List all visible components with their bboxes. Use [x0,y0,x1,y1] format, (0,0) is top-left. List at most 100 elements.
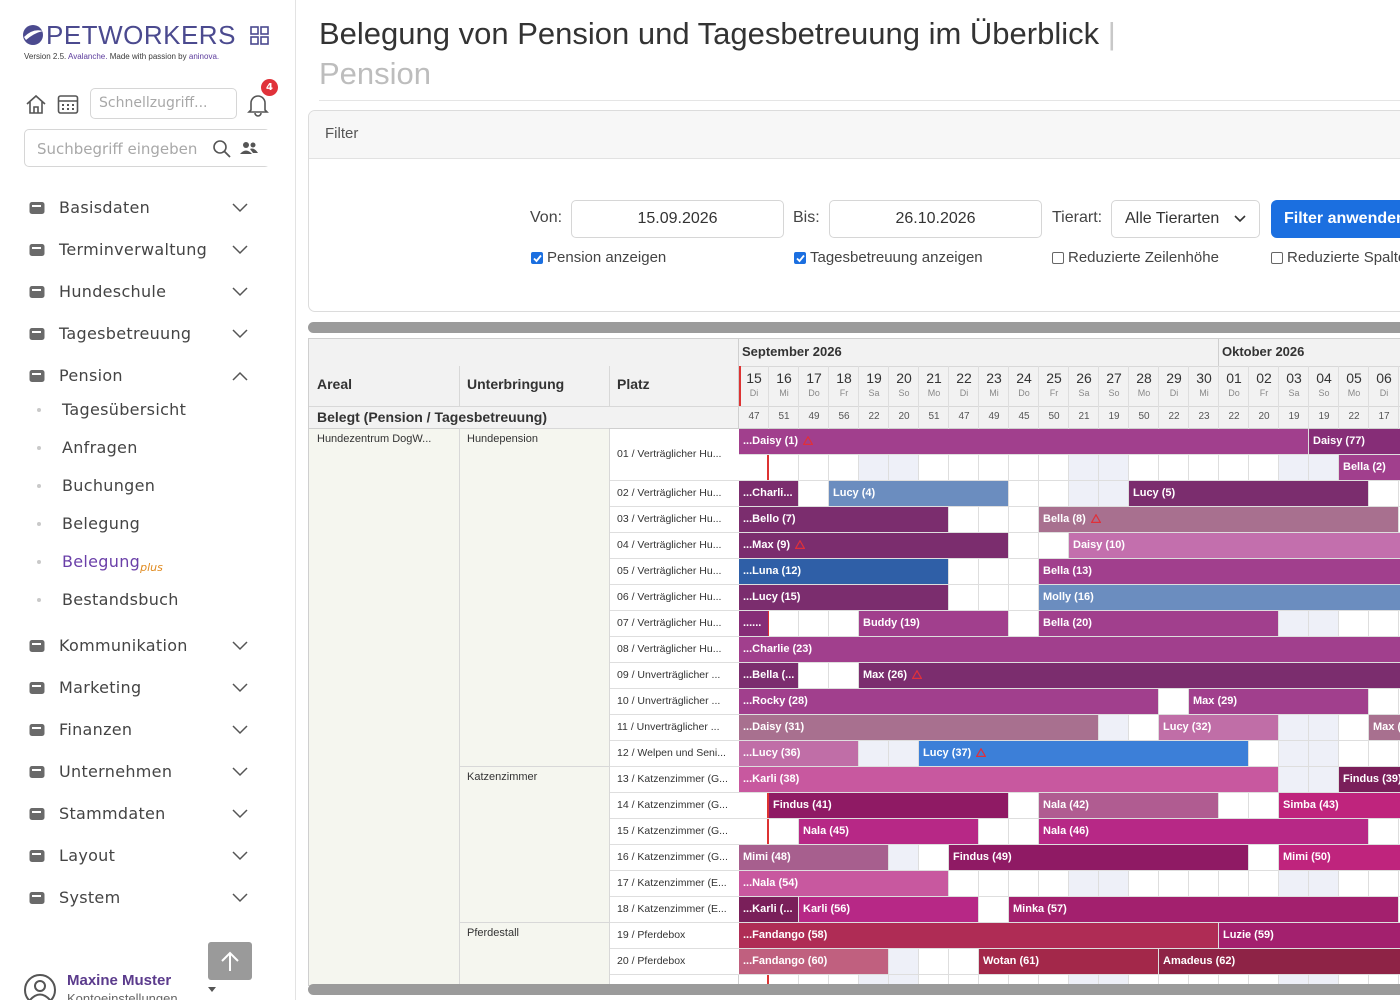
scroll-top-button[interactable] [208,942,252,980]
booking-bar[interactable]: ...Bella (... [739,663,798,688]
booking-bar[interactable]: Nala (45) [799,819,978,844]
checkbox[interactable] [1271,252,1283,264]
from-input[interactable]: 15.09.2026 [571,200,784,238]
avatar[interactable] [23,973,57,1000]
animal-select[interactable]: Alle Tierarten [1111,200,1260,238]
booking-bar[interactable]: Findus (39) [1339,767,1400,792]
submenu-item[interactable]: Tagesübersicht [62,400,186,419]
booking-bar[interactable]: Amadeus (62) [1159,949,1400,974]
checkbox-label[interactable]: Reduzierte Spaltenbreite [1287,249,1400,266]
menu-item[interactable]: Stammdaten [59,804,166,823]
checkbox-label[interactable]: Tagesbetreuung anzeigen [810,249,983,266]
submenu-item[interactable]: Anfragen [62,438,138,457]
to-label: Bis: [793,209,820,226]
submenu-item[interactable]: Belegungplus [62,552,163,574]
booking-bar[interactable]: ...Lucy (15) [739,585,948,610]
booking-bar[interactable]: Bella (20) [1039,611,1278,636]
user-name[interactable]: Maxine Muster [67,972,172,989]
booking-bar[interactable]: ...Daisy (1) [739,429,1308,454]
booking-bar[interactable]: Karli (56) [799,897,978,922]
menu-item[interactable]: Tagesbetreuung [59,324,192,343]
menu-icon [29,370,45,382]
company: aninova. [188,52,220,61]
booking-bar[interactable]: Buddy (19) [859,611,1008,636]
submenu-item[interactable]: Buchungen [62,476,155,495]
booking-bar[interactable]: Simba (43) [1279,793,1400,818]
apply-label: Filter anwenden [1284,210,1400,227]
booking-bar[interactable]: ...Fandango (58) [739,923,1218,948]
booking-bar[interactable]: Luzie (59) [1219,923,1400,948]
search-icon[interactable] [212,139,232,159]
menu-item[interactable]: System [59,888,121,907]
booking-bar[interactable]: ...Bello (7) [739,507,948,532]
bell-icon[interactable] [246,92,270,118]
row-line [609,974,1400,975]
booking-bar[interactable]: ...Nala (54) [739,871,948,896]
booking-bar[interactable]: Bella (13) [1039,559,1400,584]
booking-bar[interactable]: Molly (16) [1039,585,1400,610]
booking-bar[interactable]: ...Luna (12) [739,559,948,584]
booking-bar[interactable]: Daisy (77) [1309,429,1400,454]
day-number: 02 [1256,370,1272,386]
menu-chevron [232,725,248,735]
booking-bar[interactable]: Nala (42) [1039,793,1218,818]
apply-button[interactable]: Filter anwenden [1271,200,1400,238]
search[interactable]: Suchbegriff eingeben [24,129,271,167]
submenu-item[interactable]: Belegung [62,514,140,533]
to-input[interactable]: 26.10.2026 [829,200,1042,238]
booking-bar[interactable]: ...Karli (38) [739,767,1278,792]
booking-bar[interactable]: Lucy (5) [1129,481,1368,506]
menu-item[interactable]: Terminverwaltung [59,240,208,259]
home-icon[interactable] [25,93,47,115]
booking-bar[interactable]: Max (29) [1189,689,1368,714]
booking-bar[interactable]: Lucy (4) [829,481,1008,506]
booking-bar[interactable]: Bella (2) [1339,455,1400,480]
booking-bar[interactable]: ...Charli... [739,481,798,506]
menu-item[interactable]: Marketing [59,678,142,697]
submenu-label: Belegung [62,552,141,571]
booking-bar[interactable]: Mimi (50) [1279,845,1400,870]
menu-item[interactable]: Basisdaten [59,198,151,217]
scrollbar-top[interactable] [308,322,1400,333]
booking-bar[interactable]: ...Charlie (23) [739,637,1400,662]
checkbox[interactable] [794,252,806,264]
booking-bar[interactable]: Max (33) [1369,715,1400,740]
booking-bar[interactable]: Nala (46) [1039,819,1368,844]
booking-bar[interactable]: Findus (41) [769,793,1008,818]
day-number: 06 [1376,370,1392,386]
apps-icon[interactable] [250,26,270,46]
booking-bar[interactable]: Bella (8) [1039,507,1398,532]
booking-bar[interactable]: Findus (49) [949,845,1248,870]
booking-bar[interactable]: Lucy (37) [919,741,1248,766]
scrollbar-bottom[interactable] [308,984,1400,995]
booking-bar[interactable]: Mimi (48) [739,845,888,870]
booking-bar[interactable]: Wotan (61) [979,949,1158,974]
checkbox[interactable] [531,252,543,264]
menu-item[interactable]: Finanzen [59,720,133,739]
booking-bar[interactable]: ...Max (9) [739,533,1008,558]
booking-bar[interactable]: Minka (57) [1009,897,1398,922]
checkbox[interactable] [1052,252,1064,264]
menu-item[interactable]: Pension [59,366,123,385]
account-link[interactable]: Kontoeinstellungen [67,991,178,1000]
quick-access[interactable]: Schnellzugriff... [90,88,237,119]
booking-bar[interactable]: ...Lucy (36) [739,741,858,766]
booking-bar[interactable]: ...Karli (... [739,897,798,922]
menu-item[interactable]: Hundeschule [59,282,167,301]
submenu-item[interactable]: Bestandsbuch [62,590,179,609]
checkbox-label[interactable]: Reduzierte Zeilenhöhe [1068,249,1219,266]
calendar-icon[interactable] [57,93,79,115]
booking-bar[interactable]: Lucy (32) [1159,715,1278,740]
booking-bar[interactable]: ...Fandango (60) [739,949,888,974]
booking-bar[interactable]: ...Daisy (31) [739,715,1098,740]
menu-item[interactable]: Layout [59,846,116,865]
menu-item[interactable]: Kommunikation [59,636,188,655]
booking-bar[interactable]: Max (26) [859,663,1400,688]
people-icon[interactable] [240,140,258,156]
booking-bar[interactable]: Daisy (10) [1069,533,1400,558]
checkbox-label[interactable]: Pension anzeigen [547,249,667,266]
booking-bar[interactable]: ...... [739,611,768,636]
menu-item[interactable]: Unternehmen [59,762,173,781]
count: 45 [1018,411,1030,422]
booking-bar[interactable]: ...Rocky (28) [739,689,1158,714]
